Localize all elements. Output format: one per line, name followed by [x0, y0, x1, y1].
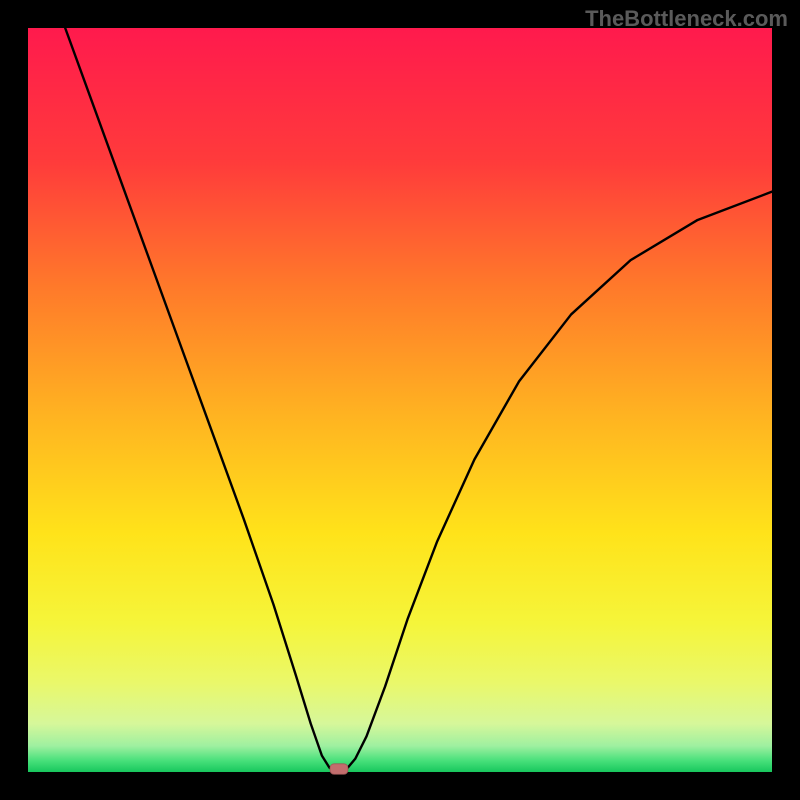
plot-background	[28, 28, 772, 772]
bottleneck-chart	[0, 0, 800, 800]
chart-container: TheBottleneck.com	[0, 0, 800, 800]
watermark-text: TheBottleneck.com	[585, 6, 788, 32]
optimal-point-marker	[330, 764, 348, 774]
